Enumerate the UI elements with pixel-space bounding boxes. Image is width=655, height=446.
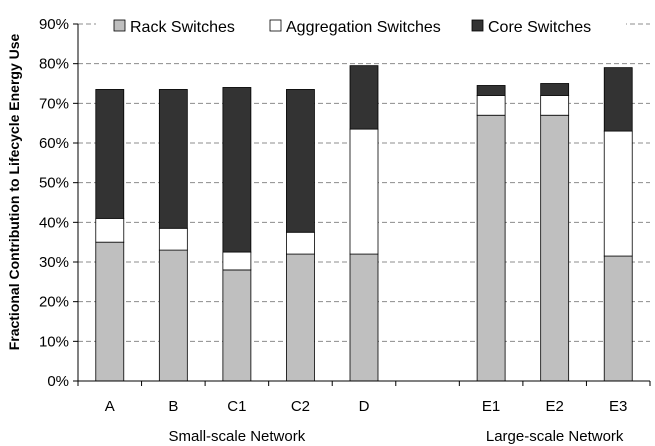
bar-segment [603,255,633,382]
bar-segment [222,251,252,271]
group-label: Small-scale Network [169,428,306,445]
legend-label: Aggregation Switches [286,19,441,36]
bar-segment [222,269,252,382]
legend-swatch [471,19,484,32]
y-tick-label: 30% [39,254,69,271]
bar-segment [476,95,506,116]
bar-segment [286,89,315,233]
bar-segment [476,85,506,96]
y-axis-label: Fractional Contribution to Lifecycle Ene… [6,33,22,350]
bar-segment [95,89,125,219]
y-tick-label: 10% [39,333,69,350]
bar-stacks [95,65,633,382]
x-tick-label: B [168,398,178,415]
group-label: Large-scale Network [486,428,624,445]
y-tick-label: 90% [39,16,69,33]
bar-segment [476,114,506,382]
y-tick-label: 40% [39,214,69,231]
legend-background [96,12,626,42]
y-tick-label: 70% [39,95,69,112]
x-tick-label: D [359,398,370,415]
bar-segment [540,114,570,382]
x-tick-label: A [105,398,115,415]
bar-segment [286,253,315,382]
bar-segment [222,87,252,253]
x-tick-label: E1 [482,398,500,415]
bar-segment [158,89,188,229]
group-labels: Small-scale Network Large-scale Network [169,428,624,445]
legend-swatch [269,19,282,32]
bar-segment [349,65,379,130]
x-tick-labels: A B C1 C2 D E1 E2 E3 [105,398,628,415]
y-tick-label: 50% [39,175,69,192]
y-tick-label: 80% [39,56,69,73]
legend-swatch [113,19,126,32]
bar-segment [540,95,570,116]
bar-segment [95,241,125,382]
bar-segment [349,128,379,255]
bar-segment [286,231,315,255]
x-tick-label: C1 [227,398,246,415]
bar-segment [158,249,188,382]
bar-segment [95,217,125,243]
y-tick-label: 20% [39,294,69,311]
bar-segment [158,227,188,251]
bar-segment [349,253,379,382]
y-tick-labels: 0% 10% 20% 30% 40% 50% 60% 70% 80% 90% [39,16,69,390]
legend: Rack Switches Aggregation Switches Core Sw… [96,12,626,42]
x-tick-label: E3 [609,398,627,415]
x-tick-label: E2 [545,398,563,415]
bar-segment [540,83,570,96]
bar-segment [603,67,633,132]
legend-label: Core Switches [488,19,591,36]
axes [73,23,651,386]
x-tick-label: C2 [291,398,310,415]
y-tick-label: 60% [39,135,69,152]
bar-segment [603,130,633,257]
legend-label: Rack Switches [130,19,235,36]
y-tick-label: 0% [47,373,69,390]
